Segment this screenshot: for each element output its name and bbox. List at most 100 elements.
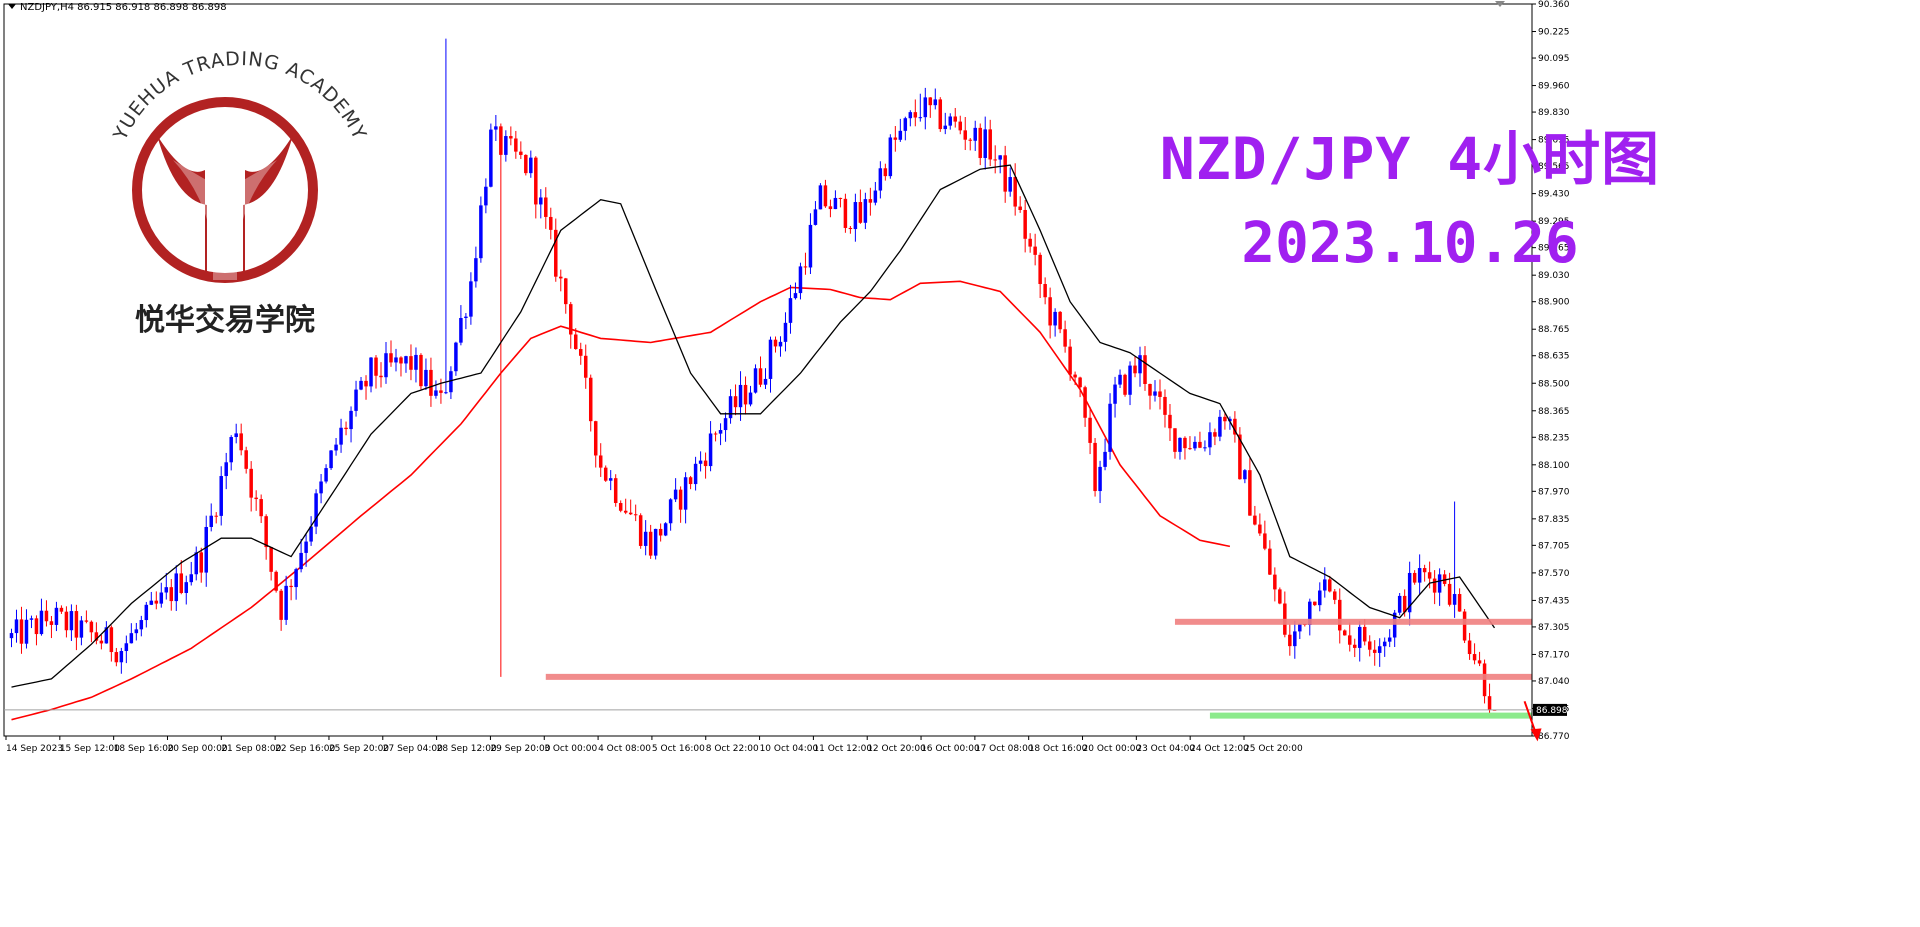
candle-body [324,468,328,482]
candle [1487,683,1492,714]
candle [908,110,913,127]
candle-body [923,97,928,118]
candle-body [269,547,273,572]
candle-body [454,342,458,372]
candle-body [554,229,558,277]
candle-body [1003,155,1007,192]
candle-body [334,444,338,451]
candle-body [1113,384,1117,404]
candle-body [189,574,194,583]
candle [9,628,14,648]
candle-body [1098,466,1102,492]
candle-body [29,618,34,620]
candle [873,181,878,206]
candle [1278,587,1282,605]
candle-body [1442,574,1447,584]
ma-fast-layer [11,164,1496,688]
candle [529,150,533,178]
y-tick-label: 89.960 [1538,82,1570,92]
candle [1078,376,1082,398]
candle [738,371,743,421]
candle-body [683,477,688,510]
candle [1382,637,1387,657]
candle-body [1268,548,1272,575]
candle [334,438,338,456]
candle [419,353,423,390]
candle [1233,411,1237,443]
candle-body [903,118,908,131]
candle-body [529,157,533,174]
candle [828,199,833,218]
candle-body [274,571,278,591]
candle-body [618,503,623,511]
candle-body [928,97,933,106]
candle-body [988,129,992,160]
candle [444,38,448,395]
candle [29,615,34,629]
candle [978,123,982,166]
y-tick-label: 90.095 [1538,54,1570,64]
candle-body [798,266,803,294]
candle-body [1118,374,1122,385]
ma-slow-layer [11,280,1231,721]
candle-body [519,151,523,155]
candle [1198,431,1202,449]
candle-body [1402,595,1407,613]
candle-body [768,339,773,379]
candle [838,197,843,208]
candle [1003,145,1007,203]
candle-body [1033,246,1037,255]
candle-body [509,136,513,139]
candle [913,99,918,127]
x-tick-label: 8 Oct 22:00 [706,744,759,754]
candle-body [613,478,618,504]
candle-body [1138,355,1142,374]
candle-body [1058,311,1062,330]
candle [259,494,263,524]
candle [459,305,463,346]
candle [683,472,688,524]
candle [953,107,958,128]
candle-body [199,552,203,573]
candle [933,88,938,110]
candle-body [1133,365,1137,374]
candle-body [1203,447,1207,449]
candle [1258,513,1262,536]
candle [19,606,24,654]
candle-body [1367,641,1372,650]
candle-body [908,112,913,119]
candle [454,341,458,376]
candle [279,588,283,631]
x-tick-label: 16 Oct 00:00 [921,744,980,754]
candle-body [763,378,768,385]
candle-body [1457,594,1462,612]
candle [294,567,298,600]
candle [274,570,278,593]
candle-body [459,318,463,343]
candle [1387,629,1392,648]
candle [643,520,648,556]
candle [633,504,638,522]
y-tick-label: 86.770 [1538,732,1570,742]
candle-body [708,433,713,467]
candle-body [54,607,59,625]
candle [718,423,723,446]
candle [943,112,948,135]
candle [1133,356,1137,378]
candle [1253,505,1257,526]
yuehua-logo-icon: YUEHUA TRADING ACADEMY 悦华交易学院 [109,48,370,338]
candle [673,478,678,503]
chart-shift-marker-icon[interactable] [1495,1,1505,7]
candle [369,357,373,393]
candle-body [154,600,159,604]
candle-body [384,353,388,378]
candle-body [623,510,628,513]
candle [224,452,228,490]
candle-body [943,125,948,130]
target-green-line [1209,712,1532,719]
candle-body [878,168,883,191]
dropdown-triangle-icon[interactable] [8,4,16,9]
candle [349,406,353,443]
y-tick-label: 89.830 [1538,108,1570,118]
